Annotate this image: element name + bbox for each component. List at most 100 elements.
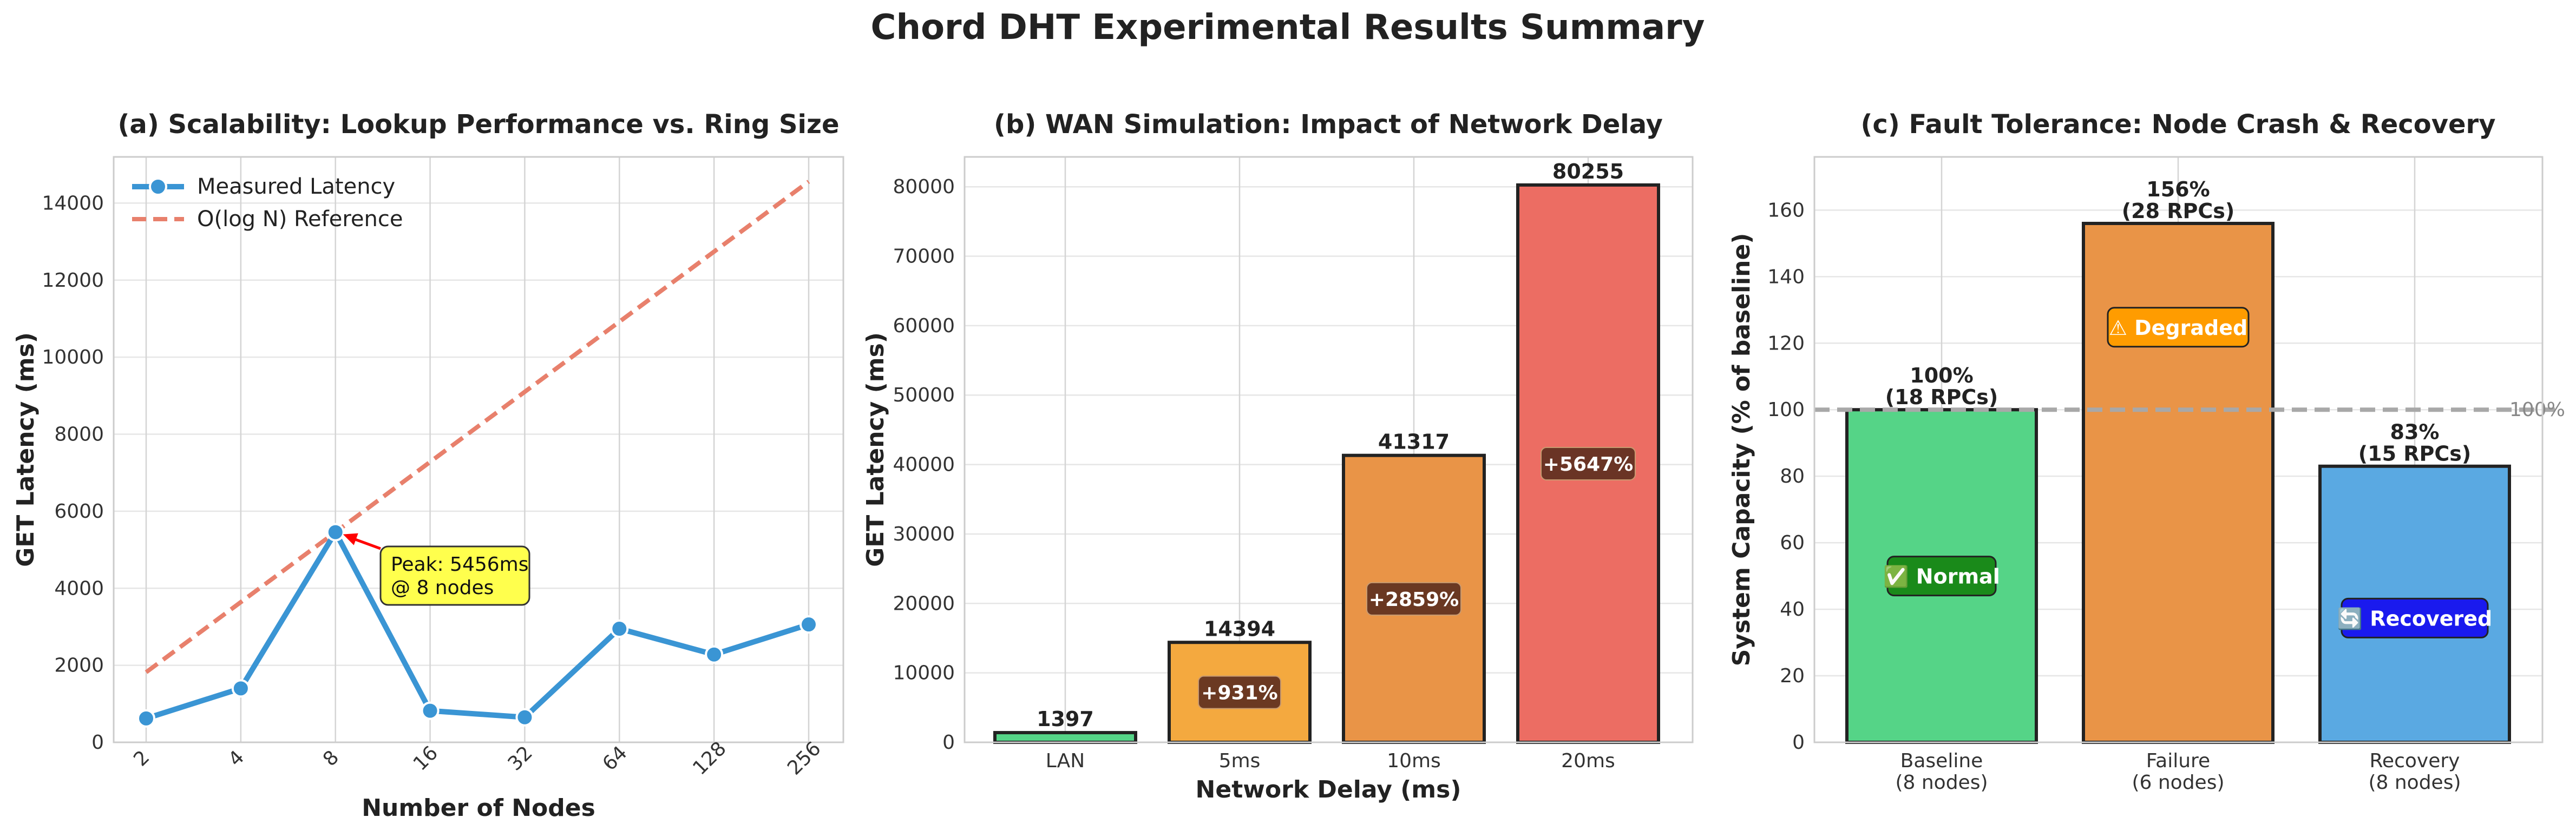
y-tick-label: 160: [1767, 199, 1805, 221]
x-tick-label: Baseline: [1900, 750, 1983, 772]
x-axis-label: Network Delay (ms): [1196, 776, 1461, 803]
pct-change-badge: [1541, 446, 1636, 480]
y-axis-label: GET Latency (ms): [12, 332, 40, 567]
bar: [993, 731, 1137, 744]
chart-title: (c) Fault Tolerance: Node Crash & Recove…: [1860, 109, 2495, 140]
data-point: [799, 615, 818, 634]
x-tick-label: 256: [783, 737, 825, 780]
peak-annotation-box: [379, 545, 530, 606]
pct-change-badge: [1366, 582, 1461, 616]
bar-value-label: 14394: [1204, 617, 1275, 641]
y-tick-label: 0: [1792, 731, 1805, 754]
chart-wan-simulation: 0 10000 20000 30000 40000 50000 60000 70000 8000…: [862, 109, 1694, 803]
y-tick-label: 10000: [42, 346, 104, 368]
y-tick-label: 10000: [893, 662, 955, 684]
y-axis-label: System Capacity (% of baseline): [1728, 233, 1755, 667]
axes-frame: [113, 156, 844, 743]
peak-annotation-line1: Peak: 5456ms: [391, 553, 529, 576]
data-point: [326, 523, 345, 542]
y-tick-label: 40: [1780, 598, 1805, 621]
x-tick-sublabel: (8 nodes): [2368, 772, 2461, 794]
y-tick-label: 80: [1780, 465, 1805, 487]
status-badge: [2341, 597, 2489, 638]
y-tick-label: 0: [91, 731, 104, 754]
axes-frame: [963, 156, 1694, 743]
y-tick-label: 40000: [893, 454, 955, 476]
x-tick-label: 32: [504, 742, 537, 775]
x-tick-label: LAN: [1046, 750, 1085, 772]
y-tick-label: 60: [1780, 532, 1805, 554]
legend-label-measured: Measured Latency: [197, 174, 395, 199]
bar: [1168, 641, 1312, 744]
x-tick-label: 10ms: [1387, 750, 1441, 772]
x-axis-label: Number of Nodes: [362, 794, 595, 822]
x-tick-sublabel: (6 nodes): [2132, 772, 2224, 794]
y-tick-label: 30000: [893, 523, 955, 545]
baseline-reference-label: 100%: [2509, 399, 2565, 421]
bar-value-sublabel: (18 RPCs): [1885, 385, 1998, 409]
status-label: ⚠ Degraded: [2109, 316, 2247, 340]
bar-value-label: 41317: [1378, 430, 1450, 454]
y-tick-label: 100: [1767, 399, 1805, 421]
x-tick-label: Failure: [2146, 750, 2210, 772]
status-label: 🔄 Recovered: [2337, 607, 2492, 630]
axes-frame: [1813, 156, 2544, 743]
legend-marker-measured: [149, 177, 167, 196]
y-tick-label: 20000: [893, 592, 955, 615]
x-tick-label: 20ms: [1561, 750, 1615, 772]
x-tick-label: 5ms: [1219, 750, 1261, 772]
suptitle: Chord DHT Experimental Results Summary: [871, 8, 1705, 48]
bar-value-sublabel: (15 RPCs): [2358, 442, 2471, 466]
y-tick-label: 14000: [42, 192, 104, 214]
chart-title: (a) Scalability: Lookup Performance vs. …: [117, 109, 839, 140]
data-point: [515, 708, 534, 727]
bar-value-sublabel: (28 RPCs): [2122, 199, 2234, 223]
data-point: [137, 709, 155, 728]
pct-change-label: +931%: [1201, 682, 1277, 704]
pct-change-label: +2859%: [1369, 589, 1459, 611]
pct-change-label: +5647%: [1543, 453, 1633, 476]
x-tick-label: 64: [598, 742, 631, 775]
y-tick-label: 20: [1780, 665, 1805, 687]
bar-value-label: 80255: [1552, 160, 1624, 183]
measured-latency-line: [145, 529, 810, 721]
x-tick-label: 8: [319, 746, 343, 770]
y-tick-label: 12000: [42, 269, 104, 292]
bar-value-label: 100%: [1910, 364, 1973, 387]
reference-line: [145, 180, 810, 674]
x-tick-sublabel: (8 nodes): [1895, 772, 1988, 794]
x-tick-label: Recovery: [2370, 750, 2460, 772]
y-tick-label: 0: [942, 731, 955, 754]
y-tick-label: 80000: [893, 176, 955, 198]
y-tick-label: 140: [1767, 266, 1805, 288]
legend-label-reference: O(log N) Reference: [197, 207, 403, 232]
y-tick-label: 50000: [893, 384, 955, 406]
x-tick-label: 128: [689, 737, 731, 780]
y-tick-label: 2000: [54, 655, 104, 677]
x-tick-label: 4: [224, 746, 248, 770]
y-tick-label: 8000: [54, 424, 104, 446]
y-axis-label: GET Latency (ms): [862, 332, 889, 567]
bar-value-label: 83%: [2390, 420, 2440, 444]
data-point: [231, 679, 250, 698]
bar-value-label: 156%: [2146, 177, 2210, 201]
bar-value-label: 1397: [1037, 707, 1094, 731]
data-point: [421, 701, 440, 720]
chart-title: (b) WAN Simulation: Impact of Network De…: [994, 109, 1663, 140]
x-tick-label: 16: [409, 742, 442, 775]
y-tick-label: 70000: [893, 246, 955, 268]
bar: [2082, 221, 2275, 744]
x-tick-label: 2: [129, 746, 154, 770]
y-tick-label: 6000: [54, 500, 104, 523]
status-badge: [1886, 556, 1997, 597]
peak-annotation-line2: @ 8 nodes: [391, 577, 494, 599]
y-tick-label: 60000: [893, 315, 955, 337]
data-point: [705, 645, 724, 664]
data-point: [610, 619, 629, 638]
y-tick-label: 120: [1767, 332, 1805, 354]
y-tick-label: 4000: [54, 577, 104, 599]
status-badge: [2107, 307, 2250, 348]
pct-change-badge: [1198, 675, 1281, 709]
